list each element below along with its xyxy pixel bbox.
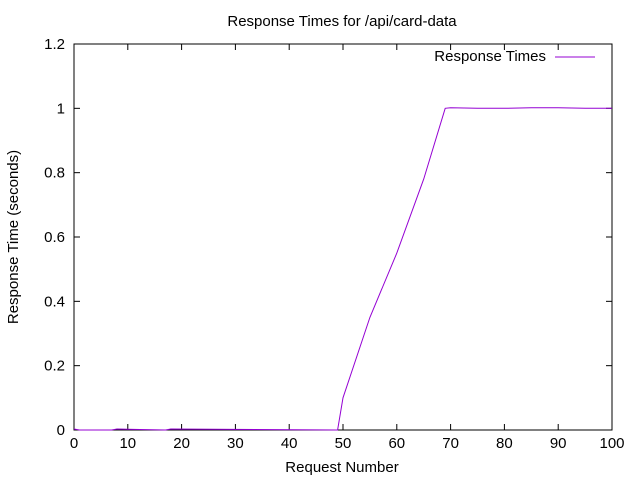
y-tick-label: 0.8 [44,165,65,182]
x-tick-label: 0 [70,435,78,452]
chart-title: Response Times for /api/card-data [227,13,457,30]
x-tick-label: 50 [335,435,352,452]
x-tick-label: 80 [496,435,513,452]
y-tick-label: 0.2 [44,358,65,375]
y-tick-label: 0.6 [44,229,65,246]
y-tick-label: 0 [57,422,65,439]
y-tick-label: 1 [57,100,65,117]
y-tick-label: 1.2 [44,36,65,53]
y-axis: 0 0.2 0.4 0.6 0.8 1 1.2 [44,36,612,439]
x-tick-label: 60 [388,435,405,452]
y-axis-label: Response Time (seconds) [5,150,22,324]
x-tick-label: 10 [119,435,136,452]
x-tick-label: 100 [599,435,624,452]
series-line-response-times [73,107,612,431]
legend-label: Response Times [434,48,546,65]
x-tick-label: 70 [442,435,459,452]
legend: Response Times [434,48,595,65]
x-tick-label: 90 [550,435,567,452]
x-tick-label: 30 [227,435,244,452]
x-tick-label: 20 [173,435,190,452]
x-tick-label: 40 [281,435,298,452]
x-axis-label: Request Number [285,459,398,476]
x-axis: 0 10 20 30 40 50 60 70 80 90 100 [70,44,625,452]
plot-frame [73,43,613,431]
y-tick-label: 0.4 [44,293,65,310]
